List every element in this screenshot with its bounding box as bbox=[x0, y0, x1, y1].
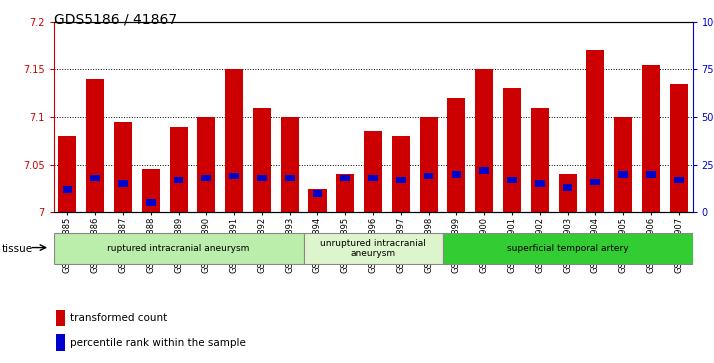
Bar bbox=[59, 136, 76, 212]
Bar bbox=[341, 175, 350, 182]
Bar bbox=[368, 175, 378, 182]
Bar bbox=[364, 131, 382, 212]
Bar bbox=[118, 180, 128, 187]
Bar bbox=[646, 171, 655, 178]
Bar bbox=[56, 310, 65, 326]
Bar bbox=[642, 65, 660, 212]
Bar bbox=[174, 177, 183, 183]
Bar bbox=[614, 117, 632, 212]
Bar bbox=[443, 233, 693, 264]
Bar bbox=[169, 127, 188, 212]
Bar bbox=[281, 117, 298, 212]
Bar bbox=[424, 173, 433, 179]
Bar bbox=[420, 117, 438, 212]
Bar bbox=[396, 177, 406, 183]
Text: unruptured intracranial
aneurysm: unruptured intracranial aneurysm bbox=[320, 239, 426, 258]
Bar bbox=[253, 107, 271, 212]
Bar bbox=[336, 174, 354, 212]
Bar bbox=[285, 175, 295, 182]
Bar bbox=[558, 174, 577, 212]
Bar bbox=[507, 177, 517, 183]
Text: transformed count: transformed count bbox=[70, 313, 167, 323]
Bar bbox=[503, 89, 521, 212]
Bar bbox=[586, 50, 604, 212]
Bar bbox=[257, 175, 267, 182]
Text: superficial temporal artery: superficial temporal artery bbox=[507, 244, 628, 253]
Bar bbox=[225, 69, 243, 212]
Bar bbox=[670, 84, 688, 212]
Bar bbox=[91, 175, 100, 182]
Bar bbox=[54, 233, 303, 264]
Bar bbox=[590, 179, 600, 185]
Bar bbox=[535, 180, 545, 187]
Bar bbox=[479, 167, 489, 174]
Bar bbox=[563, 184, 573, 191]
Bar bbox=[313, 190, 322, 197]
Bar bbox=[303, 233, 443, 264]
Bar bbox=[146, 200, 156, 206]
Bar bbox=[63, 186, 72, 193]
Bar bbox=[56, 334, 65, 351]
Text: ruptured intracranial aneurysm: ruptured intracranial aneurysm bbox=[107, 244, 250, 253]
Bar bbox=[142, 170, 160, 212]
Bar bbox=[618, 171, 628, 178]
Text: percentile rank within the sample: percentile rank within the sample bbox=[70, 338, 246, 347]
Bar bbox=[448, 98, 466, 212]
Bar bbox=[201, 175, 211, 182]
Bar bbox=[308, 188, 326, 212]
Bar bbox=[476, 69, 493, 212]
Bar bbox=[229, 173, 239, 179]
Bar bbox=[114, 122, 132, 212]
Bar bbox=[86, 79, 104, 212]
Bar bbox=[531, 107, 549, 212]
Bar bbox=[197, 117, 216, 212]
Bar bbox=[674, 177, 683, 183]
Bar bbox=[451, 171, 461, 178]
Text: GDS5186 / 41867: GDS5186 / 41867 bbox=[54, 13, 176, 27]
Bar bbox=[392, 136, 410, 212]
Text: tissue: tissue bbox=[2, 244, 34, 254]
